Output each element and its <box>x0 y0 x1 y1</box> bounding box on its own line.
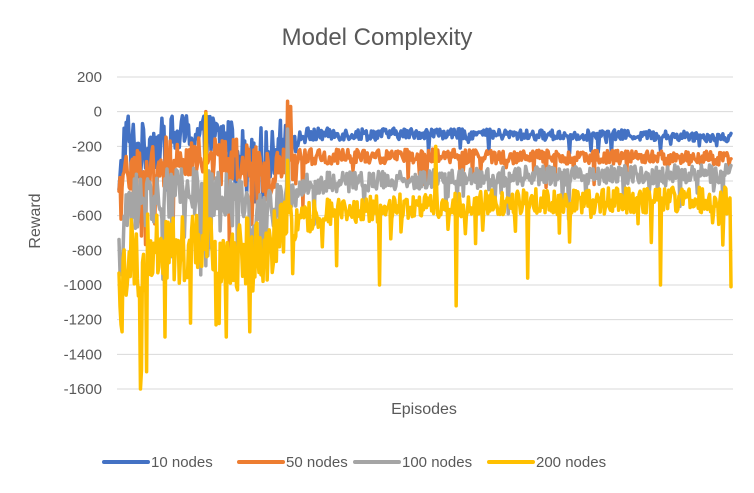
y-tick-label: -400 <box>72 173 102 190</box>
legend-label: 50 nodes <box>286 454 348 471</box>
y-tick-labels: 200 0 -200 -400 -600 -800 -1000 -1200 -1400 -1600 <box>64 69 102 398</box>
y-tick-label: -1200 <box>64 312 102 329</box>
series-line-200-nodes <box>117 111 733 391</box>
legend-label: 10 nodes <box>151 454 213 471</box>
legend-label: 100 nodes <box>402 454 472 471</box>
y-tick-label: -1400 <box>64 346 102 363</box>
y-tick-label: 200 <box>77 69 102 86</box>
series-lines <box>117 99 733 391</box>
y-tick-label: -1000 <box>64 277 102 294</box>
series-line-50-nodes <box>117 99 733 249</box>
legend: 10 nodes 50 nodes 100 nodes 200 nodes <box>102 454 606 471</box>
x-axis-label: Episodes <box>391 401 457 418</box>
series-line-100-nodes <box>117 127 733 287</box>
y-tick-label: -600 <box>72 208 102 225</box>
y-tick-label: -800 <box>72 242 102 259</box>
y-tick-label: -200 <box>72 138 102 155</box>
y-tick-label: 0 <box>94 104 102 121</box>
chart-title: Model Complexity <box>282 24 473 51</box>
series-line-10-nodes <box>117 114 733 223</box>
y-tick-label: -1600 <box>64 381 102 398</box>
y-axis-label: Reward <box>27 193 44 248</box>
legend-label: 200 nodes <box>536 454 606 471</box>
